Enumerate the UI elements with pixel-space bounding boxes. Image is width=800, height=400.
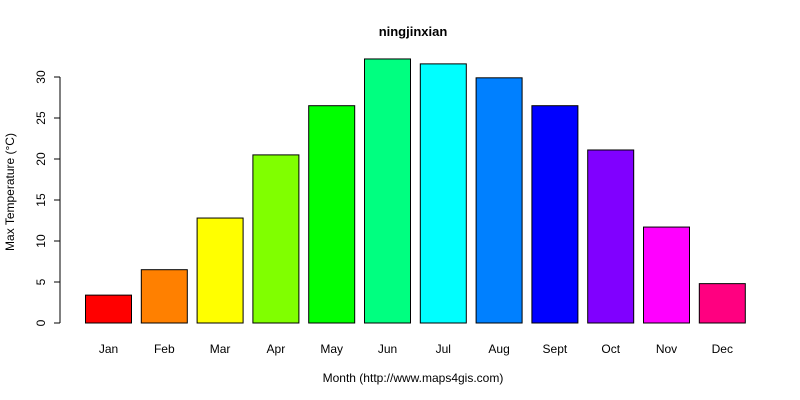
y-axis-label: Max Temperature (°C) bbox=[3, 133, 17, 251]
bar-aug bbox=[475, 77, 523, 324]
x-tick-label: Nov bbox=[656, 342, 677, 356]
bar-jul bbox=[419, 63, 467, 324]
y-tick-label: 15 bbox=[34, 193, 48, 207]
bar-jan bbox=[85, 294, 132, 324]
x-tick-label: Sept bbox=[543, 342, 568, 356]
chart-title: ningjinxian bbox=[379, 24, 448, 39]
x-tick-label: Jan bbox=[99, 342, 118, 356]
bar-sept bbox=[531, 105, 579, 324]
x-tick-label: Mar bbox=[210, 342, 231, 356]
bar-nov bbox=[643, 226, 690, 324]
x-tick-label: Apr bbox=[267, 342, 286, 356]
x-tick-label: May bbox=[320, 342, 343, 356]
bar-may bbox=[308, 105, 356, 324]
x-axis-label: Month (http://www.maps4gis.com) bbox=[323, 371, 504, 385]
x-axis-labels: Jan Feb Mar Apr May Jun Jul Aug Sept Oct Nov Dec bbox=[99, 342, 733, 356]
bar-jun bbox=[364, 58, 411, 324]
x-tick-label: Jul bbox=[436, 342, 451, 356]
y-tick-label: 0 bbox=[34, 319, 48, 326]
y-tick-label: 20 bbox=[34, 152, 48, 166]
x-tick-label: Jun bbox=[378, 342, 397, 356]
bar-oct bbox=[587, 149, 635, 324]
bar-mar bbox=[196, 217, 244, 324]
bar-apr bbox=[252, 154, 300, 324]
bars bbox=[85, 58, 746, 324]
x-tick-label: Feb bbox=[154, 342, 175, 356]
y-axis: 0 5 10 15 20 25 30 bbox=[34, 70, 61, 326]
x-tick-label: Oct bbox=[601, 342, 620, 356]
bar-feb bbox=[140, 269, 188, 324]
x-tick-label: Aug bbox=[488, 342, 509, 356]
y-tick-label: 10 bbox=[34, 234, 48, 248]
y-tick-label: 30 bbox=[34, 70, 48, 84]
y-tick-label: 5 bbox=[34, 278, 48, 285]
x-tick-label: Dec bbox=[712, 342, 733, 356]
y-tick-label: 25 bbox=[34, 111, 48, 125]
bar-dec bbox=[698, 283, 746, 324]
